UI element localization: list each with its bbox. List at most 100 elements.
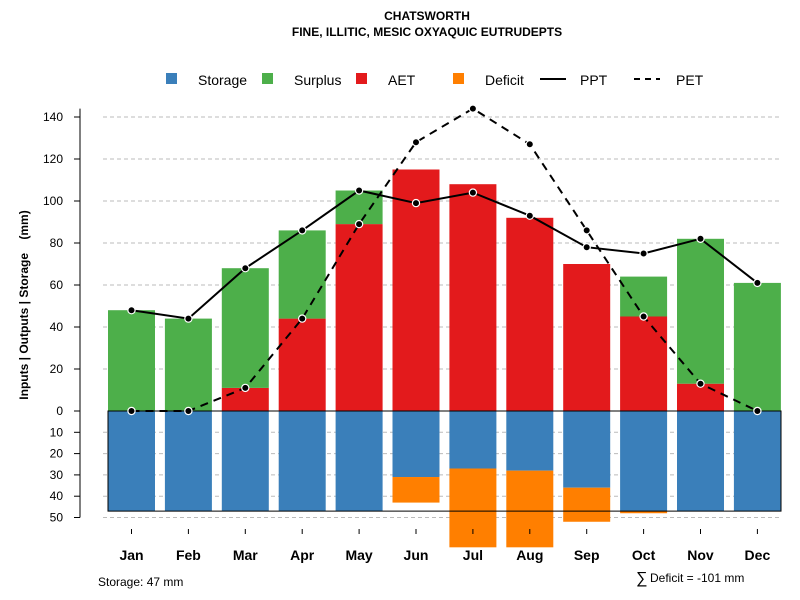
legend-deficit-label: Deficit xyxy=(485,72,524,88)
x-tick-label: Jan xyxy=(119,547,143,563)
surplus-bar xyxy=(733,282,781,411)
pet-point xyxy=(639,312,648,321)
gridlines xyxy=(103,116,781,518)
sum-symbol: ∑ xyxy=(636,570,647,587)
x-tick-label: Aug xyxy=(516,547,543,563)
aet-bar xyxy=(620,316,668,411)
deficit-bar xyxy=(563,487,611,522)
storage-bar xyxy=(392,411,440,478)
legend-deficit-swatch xyxy=(453,73,464,84)
bars xyxy=(107,169,782,548)
storage-bar xyxy=(164,411,212,512)
ppt-point xyxy=(525,211,535,220)
ppt-point xyxy=(411,198,421,208)
ppt-point xyxy=(753,278,762,288)
ppt-point xyxy=(582,242,591,252)
aet-bar xyxy=(506,217,554,411)
x-tick-label: Nov xyxy=(687,547,714,563)
aet-bar xyxy=(278,318,326,411)
x-axis-labels: Jan Feb Mar Apr May Jun Jul Aug Sep Oct Nov Dec xyxy=(119,529,770,563)
surplus-bar xyxy=(620,276,668,317)
x-tick-label: Mar xyxy=(233,547,258,563)
y-axis-label: Inputs | Outputs | Storage (mm) xyxy=(17,210,31,399)
storage-bar xyxy=(108,411,155,512)
ppt-point xyxy=(468,188,478,197)
x-tick-label: Jun xyxy=(404,547,429,563)
storage-bar xyxy=(677,411,724,512)
x-tick-label: Jul xyxy=(463,547,483,563)
aet-bar xyxy=(392,169,440,411)
y-tick-label: 140 xyxy=(43,110,63,124)
surplus-bar xyxy=(278,230,326,319)
y-tick-label: 0 xyxy=(56,404,63,418)
aet-bar xyxy=(563,264,611,411)
y-tick-label: 80 xyxy=(50,236,64,250)
y-axis: 0 20 40 60 80 100 120 140 10 20 30 40 50 xyxy=(43,108,81,525)
chart-subtitle: FINE, ILLITIC, MESIC OXYAQUIC EUTRUDEPTS xyxy=(292,25,562,39)
ppt-point xyxy=(696,234,705,243)
aet-bar xyxy=(335,224,383,411)
aet-bar xyxy=(677,383,724,411)
storage-note: Storage: 47 mm xyxy=(98,575,183,589)
pet-point xyxy=(696,379,705,388)
deficit-bar xyxy=(449,468,497,548)
y-tick-label: 30 xyxy=(50,468,64,482)
deficit-bar xyxy=(620,511,668,514)
x-tick-label: Feb xyxy=(176,547,201,563)
pet-point xyxy=(354,219,364,229)
storage-bar xyxy=(278,411,326,512)
y-tick-label: 10 xyxy=(50,425,64,439)
legend-aet-swatch xyxy=(356,73,367,84)
chart-title: CHATSWORTH xyxy=(384,9,470,23)
surplus-bar xyxy=(164,318,212,411)
deficit-bar xyxy=(506,470,554,548)
y-tick-label: 20 xyxy=(50,447,64,461)
ppt-point xyxy=(184,314,193,323)
aet-bar xyxy=(449,184,497,411)
legend-ppt-label: PPT xyxy=(580,72,608,88)
legend-pet-label: PET xyxy=(676,72,704,88)
pet-point xyxy=(525,140,535,149)
pet-point xyxy=(753,406,762,416)
legend-storage-swatch xyxy=(166,73,177,84)
legend-storage-label: Storage xyxy=(198,72,247,88)
ppt-point xyxy=(127,306,136,315)
surplus-bar xyxy=(677,238,724,384)
legend-aet-label: AET xyxy=(388,72,416,88)
x-tick-label: Dec xyxy=(745,547,771,563)
storage-bar xyxy=(620,411,668,512)
y-tick-label: 20 xyxy=(50,362,64,376)
pet-point xyxy=(127,406,136,416)
x-tick-label: Oct xyxy=(632,547,656,563)
pet-point xyxy=(298,314,307,323)
series-lines xyxy=(127,104,762,416)
legend: Storage Surplus AET Deficit PPT PET xyxy=(166,72,704,88)
pet-point xyxy=(411,137,421,147)
deficit-bar xyxy=(392,477,440,503)
ppt-point xyxy=(639,249,648,258)
y-tick-label: 60 xyxy=(50,278,64,292)
storage-bar xyxy=(335,411,383,512)
y-tick-label: 120 xyxy=(43,152,63,166)
storage-capacity-box xyxy=(107,410,782,512)
legend-surplus-swatch xyxy=(262,73,273,84)
x-tick-label: Apr xyxy=(290,547,315,563)
y-tick-label: 40 xyxy=(50,320,64,334)
ppt-line xyxy=(131,189,759,320)
storage-bar xyxy=(449,411,497,469)
pet-point xyxy=(241,383,250,393)
storage-bar xyxy=(733,411,781,512)
ppt-point xyxy=(298,226,307,235)
pet-point xyxy=(468,104,478,113)
storage-bar xyxy=(506,411,554,471)
y-tick-label: 100 xyxy=(43,194,63,208)
ppt-point xyxy=(354,186,364,195)
x-tick-label: Sep xyxy=(574,547,600,563)
storage-bar xyxy=(563,411,611,488)
pet-point xyxy=(582,226,591,235)
storage-bar xyxy=(221,411,269,512)
deficit-note: Deficit = -101 mm xyxy=(650,571,744,585)
pet-point xyxy=(184,406,193,416)
surplus-bar xyxy=(108,310,155,411)
